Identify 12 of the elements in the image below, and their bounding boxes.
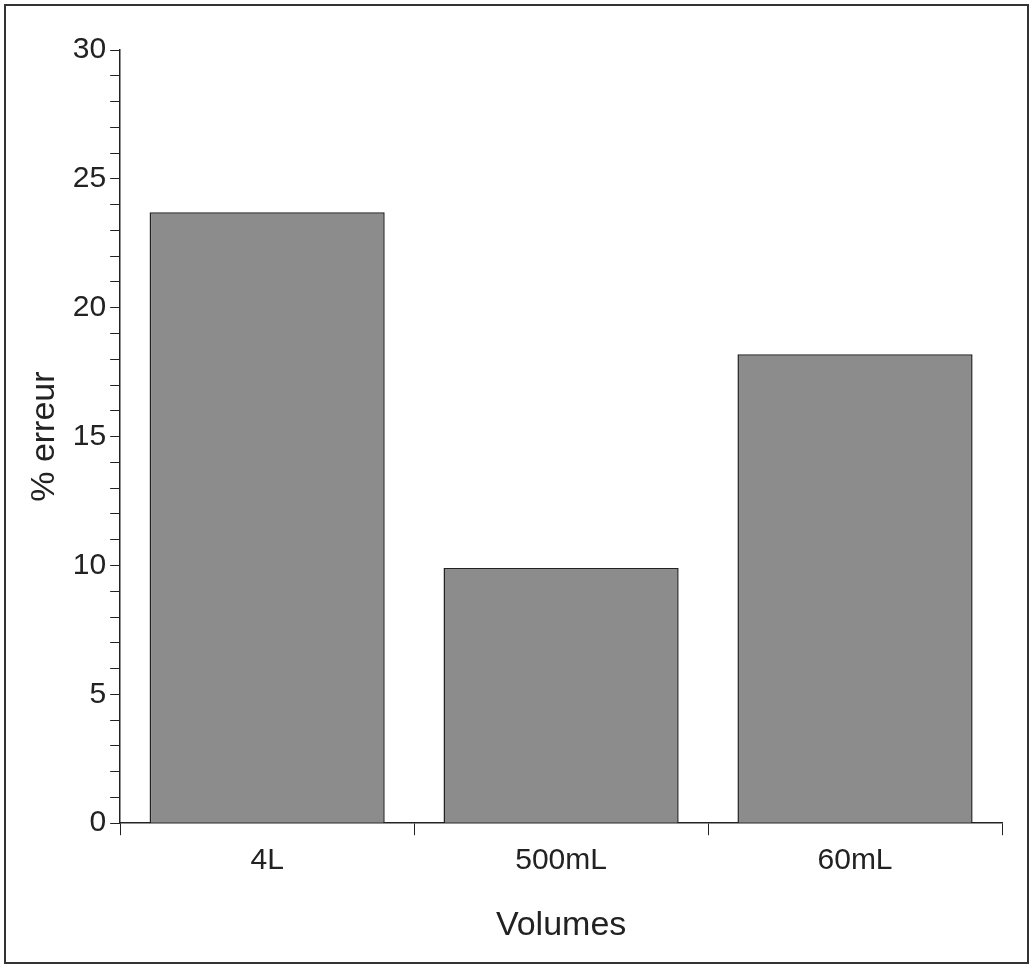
x-tick-label: 4L [250, 842, 284, 876]
y-tick-label: 30 [72, 31, 107, 65]
x-tick-label: 60mL [817, 842, 893, 876]
y-tick-label: 15 [72, 417, 107, 451]
x-axis-title: Volumes [495, 903, 627, 942]
y-tick-label: 20 [72, 289, 107, 322]
y-axis-title: % erreur [22, 371, 61, 502]
y-tick-label: 10 [72, 546, 107, 580]
x-tick-label: 500mL [515, 842, 607, 876]
y-tick-label: 25 [72, 160, 107, 194]
y-tick-label: 5 [89, 675, 107, 709]
y-tick-label: 0 [89, 804, 107, 838]
